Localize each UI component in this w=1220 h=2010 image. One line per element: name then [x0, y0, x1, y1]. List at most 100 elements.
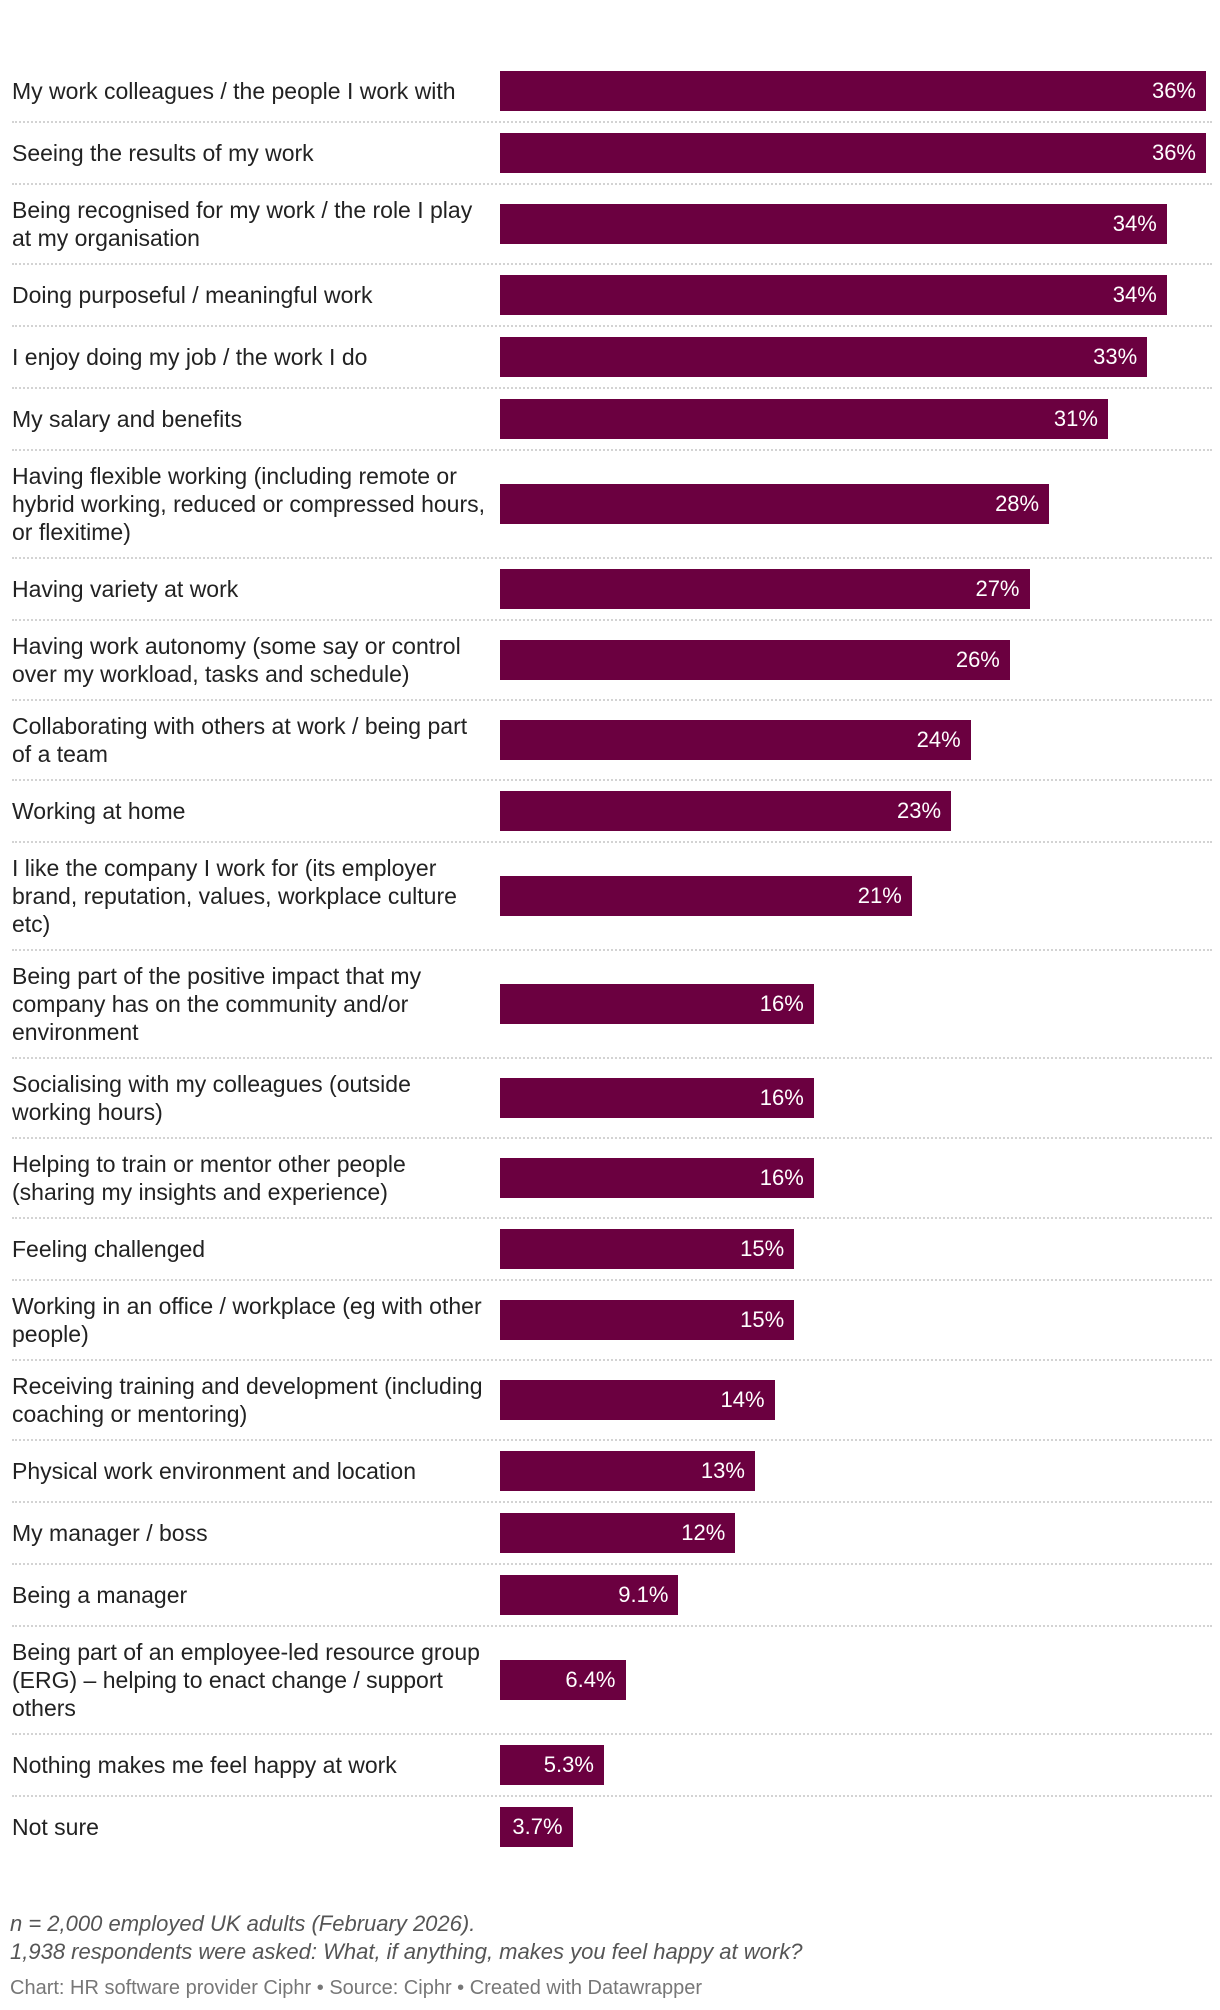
bar: 23% [500, 791, 952, 831]
row-divider [12, 841, 1212, 843]
bar: 34% [500, 275, 1167, 315]
bar-value-label: 36% [1151, 78, 1196, 103]
bar-row: Being part of the positive impact that m… [0, 950, 1220, 1058]
category-label: Working at home [12, 798, 186, 824]
bar-row: Working in an office / workplace (eg wit… [0, 1280, 1220, 1360]
row-divider [12, 263, 1212, 265]
category-label: Collaborating with others at work / bein… [12, 713, 468, 767]
bar: 34% [500, 204, 1167, 244]
row-divider [12, 949, 1212, 951]
category-label: Nothing makes me feel happy at work [12, 1752, 397, 1778]
bar-value-label: 16% [759, 1085, 804, 1110]
category-label: Seeing the results of my work [12, 140, 314, 166]
category-label: Not sure [12, 1814, 99, 1840]
category-label: Being a manager [12, 1582, 188, 1608]
bar: 12% [500, 1513, 736, 1553]
bar-row: My work colleagues / the people I work w… [0, 60, 1220, 122]
category-label: Having work autonomy (some say or contro… [12, 633, 461, 687]
row-divider [12, 1439, 1212, 1441]
bar: 15% [500, 1229, 795, 1269]
bar-row: Seeing the results of my work 36% [0, 122, 1220, 184]
row-divider [12, 1217, 1212, 1219]
row-divider [12, 1733, 1212, 1735]
bar-row: I like the company I work for (its emplo… [0, 842, 1220, 950]
bar: 16% [500, 984, 814, 1024]
bar-row: My salary and benefits 31% [0, 388, 1220, 450]
category-label: Physical work environment and location [12, 1458, 416, 1484]
category-label: Having flexible working (including remot… [12, 463, 486, 545]
bar-chart: My work colleagues / the people I work w… [0, 60, 1220, 1858]
row-divider [12, 1137, 1212, 1139]
bar: 31% [500, 399, 1108, 439]
row-divider [12, 121, 1212, 123]
bar: 16% [500, 1158, 814, 1198]
category-label: Receiving training and development (incl… [12, 1373, 483, 1427]
bar-value-label: 28% [995, 491, 1040, 516]
bar-row: Nothing makes me feel happy at work 5.3% [0, 1734, 1220, 1796]
bar: 14% [500, 1380, 775, 1420]
bar-value-label: 15% [740, 1236, 785, 1261]
row-divider [12, 1795, 1212, 1797]
category-label: My work colleagues / the people I work w… [12, 78, 456, 104]
category-label: Being part of the positive impact that m… [12, 963, 422, 1045]
bar-row: Feeling challenged 15% [0, 1218, 1220, 1280]
bar-value-label: 34% [1112, 282, 1157, 307]
bar: 3.7% [500, 1807, 573, 1847]
chart-notes: n = 2,000 employed UK adults (February 2… [10, 1910, 1210, 2002]
row-divider [12, 1279, 1212, 1281]
bar-value-label: 36% [1151, 140, 1196, 165]
bar: 5.3% [500, 1745, 604, 1785]
bar-row: Having variety at work 27% [0, 558, 1220, 620]
bar-value-label: 16% [759, 991, 804, 1016]
bar-value-label: 24% [916, 727, 961, 752]
row-divider [12, 699, 1212, 701]
bar: 36% [500, 133, 1206, 173]
bar-row: Having work autonomy (some say or contro… [0, 620, 1220, 700]
question-note: 1,938 respondents were asked: What, if a… [10, 1939, 803, 1964]
bar: 27% [500, 569, 1030, 609]
category-label: Being part of an employee-led resource g… [12, 1639, 480, 1721]
category-label: I like the company I work for (its emplo… [12, 855, 457, 937]
category-label: Doing purposeful / meaningful work [12, 282, 373, 308]
bar-row: I enjoy doing my job / the work I do 33% [0, 326, 1220, 388]
bar-value-label: 16% [759, 1165, 804, 1190]
bar-value-label: 34% [1112, 211, 1157, 236]
bar-value-label: 6.4% [565, 1667, 616, 1692]
row-divider [12, 1057, 1212, 1059]
bar: 13% [500, 1451, 755, 1491]
bar-row: Not sure 3.7% [0, 1796, 1220, 1858]
bar-row: Socialising with my colleagues (outside … [0, 1058, 1220, 1138]
bar: 21% [500, 876, 912, 916]
bar: 28% [500, 484, 1050, 524]
bar-value-label: 26% [955, 647, 1000, 672]
bar-row: My manager / boss 12% [0, 1502, 1220, 1564]
bar: 36% [500, 71, 1206, 111]
category-label: Helping to train or mentor other people … [12, 1151, 406, 1205]
bar-row: Being part of an employee-led resource g… [0, 1626, 1220, 1734]
bar-value-label: 27% [975, 576, 1020, 601]
row-divider [12, 1625, 1212, 1627]
row-divider [12, 619, 1212, 621]
category-label: Working in an office / workplace (eg wit… [12, 1293, 482, 1347]
row-divider [12, 1501, 1212, 1503]
category-label: My manager / boss [12, 1520, 208, 1546]
bar-row: Doing purposeful / meaningful work 34% [0, 264, 1220, 326]
sample-note: n = 2,000 employed UK adults (February 2… [10, 1911, 476, 1936]
row-divider [12, 449, 1212, 451]
bar-value-label: 14% [720, 1387, 765, 1412]
row-divider [12, 387, 1212, 389]
bar-row: Working at home 23% [0, 780, 1220, 842]
category-label: Socialising with my colleagues (outside … [12, 1071, 411, 1125]
bar-value-label: 33% [1093, 344, 1138, 369]
bar: 33% [500, 337, 1148, 377]
bar-value-label: 31% [1053, 406, 1098, 431]
row-divider [12, 779, 1212, 781]
bar-row: Collaborating with others at work / bein… [0, 700, 1220, 780]
bar-row: Physical work environment and location 13… [0, 1440, 1220, 1502]
bar-value-label: 5.3% [543, 1752, 594, 1777]
bar-row: Being recognised for my work / the role … [0, 184, 1220, 264]
bar-value-label: 9.1% [618, 1582, 669, 1607]
category-label: My salary and benefits [12, 406, 243, 432]
bar: 16% [500, 1078, 814, 1118]
category-label: Having variety at work [12, 576, 239, 602]
